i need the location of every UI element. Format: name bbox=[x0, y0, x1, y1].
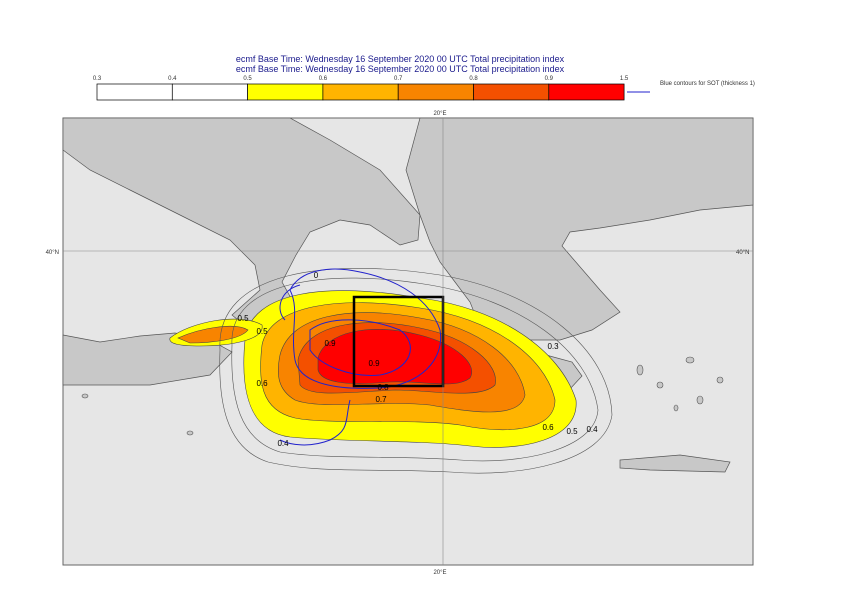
contour-label: 0.6 bbox=[542, 423, 554, 432]
colorbar-box bbox=[322, 83, 399, 101]
colorbar-box bbox=[473, 83, 550, 101]
title: ecmf Base Time: Wednesday 16 September 2… bbox=[236, 54, 565, 64]
colorbar-box bbox=[397, 83, 474, 101]
contour-label: 0.4 bbox=[586, 425, 598, 434]
contour-label: 0.3 bbox=[547, 342, 559, 351]
contour-label: 0.7 bbox=[375, 395, 387, 404]
contour-label: 0 bbox=[314, 271, 319, 280]
contour-labels: 0 0.5 0.5 0.6 0.9 0.9 0.8 0.7 0.3 0.6 0.5 0.4 0.4 bbox=[237, 271, 598, 448]
colorbar-label: 0.5 bbox=[243, 76, 252, 82]
colorbar-box bbox=[96, 83, 173, 101]
legend-note: Blue contours for SOT (thickness 1) bbox=[660, 81, 755, 87]
lat-label: 40°N bbox=[736, 250, 749, 256]
lon-label: 20°E bbox=[433, 570, 446, 576]
map bbox=[62, 117, 754, 566]
colorbar-label: 0.6 bbox=[319, 76, 328, 82]
lat-label: 40°N bbox=[46, 250, 59, 256]
colorbar-label: 0.4 bbox=[168, 76, 177, 82]
colorbar-label: 0.3 bbox=[93, 76, 102, 82]
colorbar-box bbox=[548, 83, 625, 101]
contour-label: 0.6 bbox=[256, 379, 268, 388]
colorbar-label: 0.7 bbox=[394, 76, 403, 82]
title: ecmf Base Time: Wednesday 16 September 2… bbox=[236, 64, 565, 74]
contour-label: 0.8 bbox=[377, 383, 389, 392]
contour-label: 0.9 bbox=[368, 359, 380, 368]
colorbar-box bbox=[171, 83, 248, 101]
contour-label: 0.5 bbox=[256, 327, 268, 336]
contour-label: 0.4 bbox=[277, 439, 289, 448]
colorbar-box bbox=[247, 83, 324, 101]
colorbar: 0.3 0.4 0.5 0.6 0.7 0.8 0.9 1.5 bbox=[93, 76, 629, 101]
lon-label: 20°E bbox=[433, 111, 446, 117]
colorbar-label: 1.5 bbox=[620, 76, 629, 82]
colorbar-label: 0.9 bbox=[545, 76, 554, 82]
contour-label: 0.9 bbox=[324, 339, 336, 348]
contour-label: 0.5 bbox=[237, 314, 249, 323]
contour-label: 0.5 bbox=[566, 427, 578, 436]
colorbar-label: 0.8 bbox=[469, 76, 478, 82]
